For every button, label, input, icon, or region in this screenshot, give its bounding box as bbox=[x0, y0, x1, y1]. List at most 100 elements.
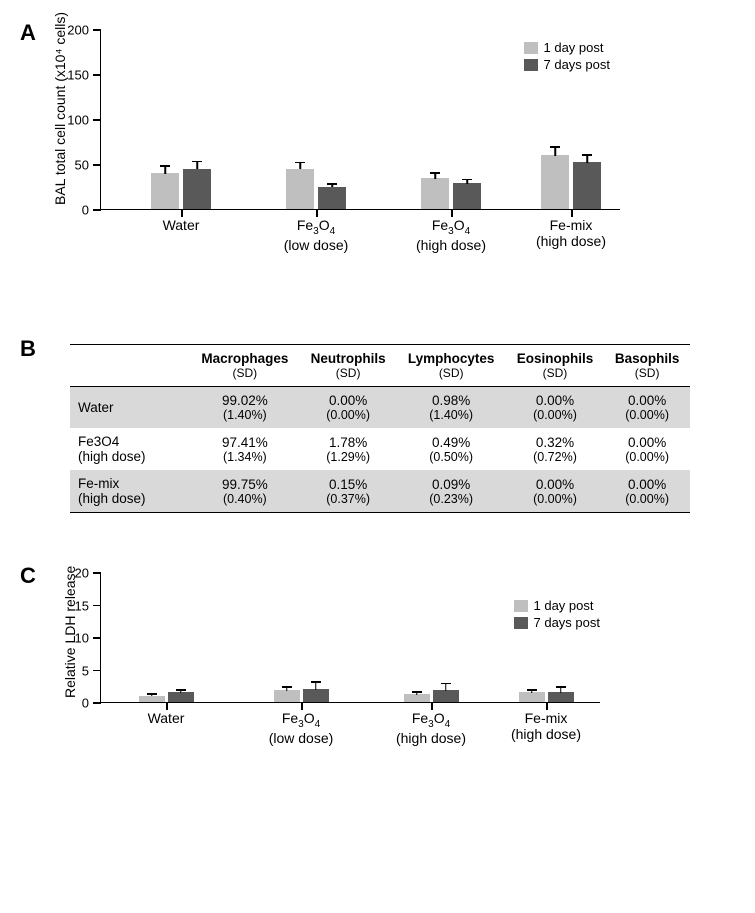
ytick-label: 150 bbox=[67, 68, 101, 83]
legend-item: 7 days post bbox=[514, 615, 601, 630]
table-cell: 99.75%(0.40%) bbox=[190, 470, 300, 513]
error-cap bbox=[462, 179, 472, 181]
error-cap bbox=[147, 693, 157, 695]
legend-label: 1 day post bbox=[534, 598, 594, 613]
error-bar bbox=[164, 166, 166, 174]
chart-a-ylabel: BAL total cell count (x10⁴ cells) bbox=[52, 12, 68, 205]
table-header-row: Macrophages(SD)Neutrophils(SD)Lymphocyte… bbox=[70, 345, 690, 387]
error-cap bbox=[282, 686, 292, 688]
bar bbox=[286, 169, 314, 210]
ytick-label: 15 bbox=[75, 598, 101, 613]
error-cap bbox=[550, 146, 560, 148]
panel-b-label: B bbox=[20, 336, 36, 362]
error-bar bbox=[560, 687, 562, 693]
legend-item: 1 day post bbox=[524, 40, 611, 55]
bar bbox=[274, 690, 300, 702]
error-cap bbox=[176, 689, 186, 691]
panel-a-label: A bbox=[20, 20, 36, 46]
error-cap bbox=[327, 183, 337, 185]
legend-item: 1 day post bbox=[514, 598, 601, 613]
legend-item: 7 days post bbox=[524, 57, 611, 72]
chart-c: Relative LDH release 05101520WaterFe3O4(… bbox=[100, 573, 735, 703]
error-cap bbox=[412, 691, 422, 693]
chart-a: BAL total cell count (x10⁴ cells) 050100… bbox=[100, 30, 735, 210]
legend-swatch bbox=[514, 617, 528, 629]
table-cell: 97.41%(1.34%) bbox=[190, 428, 300, 470]
bar bbox=[421, 178, 449, 209]
table-cell: 99.02%(1.40%) bbox=[190, 387, 300, 429]
table-column-header: Basophils(SD) bbox=[604, 345, 690, 387]
error-cap bbox=[295, 162, 305, 164]
legend-label: 1 day post bbox=[544, 40, 604, 55]
error-cap bbox=[430, 172, 440, 174]
error-bar bbox=[554, 147, 556, 156]
x-axis-label: Fe3O4(high dose) bbox=[391, 209, 511, 253]
error-bar bbox=[196, 161, 198, 169]
legend-label: 7 days post bbox=[534, 615, 601, 630]
ytick-label: 200 bbox=[67, 23, 101, 38]
bar bbox=[548, 692, 574, 702]
error-cap bbox=[160, 165, 170, 167]
x-axis-label: Fe3O4(low dose) bbox=[256, 209, 376, 253]
bar bbox=[453, 183, 481, 209]
x-axis-label: Fe-mix(high dose) bbox=[511, 209, 631, 249]
legend: 1 day post 7 days post bbox=[524, 40, 611, 74]
error-cap bbox=[527, 689, 537, 691]
x-axis-label: Fe3O4(high dose) bbox=[371, 702, 491, 746]
ytick-label: 10 bbox=[75, 631, 101, 646]
error-cap bbox=[582, 154, 592, 156]
bar bbox=[541, 155, 569, 209]
table-cell: 0.15%(0.37%) bbox=[300, 470, 397, 513]
x-axis-label: Water bbox=[106, 702, 226, 726]
bar bbox=[404, 694, 430, 702]
table-b-wrap: Macrophages(SD)Neutrophils(SD)Lymphocyte… bbox=[70, 336, 690, 513]
legend-swatch bbox=[524, 59, 538, 71]
error-bar bbox=[586, 155, 588, 163]
legend-swatch bbox=[514, 600, 528, 612]
bar bbox=[433, 690, 459, 702]
figure-container: A BAL total cell count (x10⁴ cells) 0501… bbox=[20, 20, 735, 783]
chart-c-plot-area: 05101520WaterFe3O4(low dose)Fe3O4(high d… bbox=[100, 573, 600, 703]
panel-b: B Macrophages(SD)Neutrophils(SD)Lymphocy… bbox=[20, 336, 735, 513]
table-cell: 0.32%(0.72%) bbox=[506, 428, 605, 470]
bar bbox=[168, 692, 194, 702]
table-cell: 0.49%(0.50%) bbox=[397, 428, 506, 470]
ytick-label: 0 bbox=[82, 696, 101, 711]
x-axis-label: Fe3O4(low dose) bbox=[241, 702, 361, 746]
ytick-label: 100 bbox=[67, 113, 101, 128]
table-body: Water99.02%(1.40%)0.00%(0.00%)0.98%(1.40… bbox=[70, 387, 690, 513]
table-row: Fe-mix(high dose)99.75%(0.40%)0.15%(0.37… bbox=[70, 470, 690, 513]
table-b: Macrophages(SD)Neutrophils(SD)Lymphocyte… bbox=[70, 344, 690, 513]
table-column-header: Eosinophils(SD) bbox=[506, 345, 605, 387]
legend: 1 day post 7 days post bbox=[514, 598, 601, 632]
x-axis-label: Fe-mix(high dose) bbox=[486, 702, 606, 742]
x-axis-label: Water bbox=[121, 209, 241, 233]
bar bbox=[151, 173, 179, 209]
table-cell: 0.00%(0.00%) bbox=[300, 387, 397, 429]
table-row: Water99.02%(1.40%)0.00%(0.00%)0.98%(1.40… bbox=[70, 387, 690, 429]
table-cell: 0.98%(1.40%) bbox=[397, 387, 506, 429]
bar bbox=[573, 162, 601, 209]
row-label: Fe3O4(high dose) bbox=[70, 428, 190, 470]
error-cap bbox=[192, 161, 202, 163]
table-cell: 0.00%(0.00%) bbox=[506, 470, 605, 513]
table-cell: 0.00%(0.00%) bbox=[506, 387, 605, 429]
table-row: Fe3O4(high dose)97.41%(1.34%)1.78%(1.29%… bbox=[70, 428, 690, 470]
table-column-header: Lymphocytes(SD) bbox=[397, 345, 506, 387]
panel-c-label: C bbox=[20, 563, 36, 589]
error-cap bbox=[311, 681, 321, 683]
ytick-label: 50 bbox=[75, 158, 101, 173]
table-cell: 0.00%(0.00%) bbox=[604, 428, 690, 470]
table-cell: 0.00%(0.00%) bbox=[604, 470, 690, 513]
row-label: Water bbox=[70, 387, 190, 429]
legend-swatch bbox=[524, 42, 538, 54]
bar bbox=[519, 692, 545, 702]
table-column-header bbox=[70, 345, 190, 387]
error-cap bbox=[441, 683, 451, 685]
panel-c: C Relative LDH release 05101520WaterFe3O… bbox=[20, 563, 735, 783]
table-cell: 0.00%(0.00%) bbox=[604, 387, 690, 429]
ytick-label: 0 bbox=[82, 203, 101, 218]
bar bbox=[183, 169, 211, 210]
bar bbox=[303, 689, 329, 702]
table-column-header: Neutrophils(SD) bbox=[300, 345, 397, 387]
